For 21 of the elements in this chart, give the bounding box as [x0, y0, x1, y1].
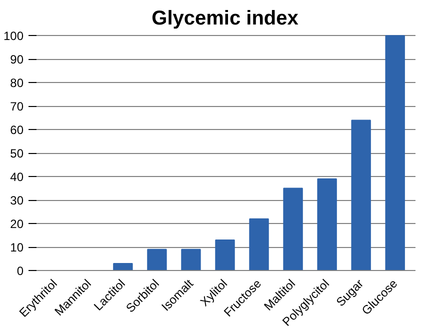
bar: [147, 248, 167, 270]
y-tick-label: 50: [10, 146, 24, 161]
y-tick-label: 20: [10, 217, 24, 232]
y-tick-label: 80: [10, 76, 24, 90]
bar: [249, 218, 269, 270]
y-tick-label: 90: [10, 52, 24, 67]
bar: [113, 262, 133, 270]
y-tick-label: 100: [3, 29, 24, 44]
bar: [181, 248, 201, 270]
y-tick-label: 30: [10, 194, 24, 208]
bar: [283, 188, 303, 270]
bar: [385, 35, 405, 270]
bar: [215, 239, 235, 270]
y-tick-label: 0: [16, 264, 24, 278]
y-tick-label: 40: [10, 170, 24, 184]
chart-title: Glycemic index: [152, 8, 298, 30]
y-tick-label: 70: [10, 100, 24, 114]
y-tick-label: 10: [10, 240, 24, 255]
y-tick-label: 60: [10, 123, 24, 138]
bar: [317, 178, 337, 270]
bar: [351, 120, 371, 270]
